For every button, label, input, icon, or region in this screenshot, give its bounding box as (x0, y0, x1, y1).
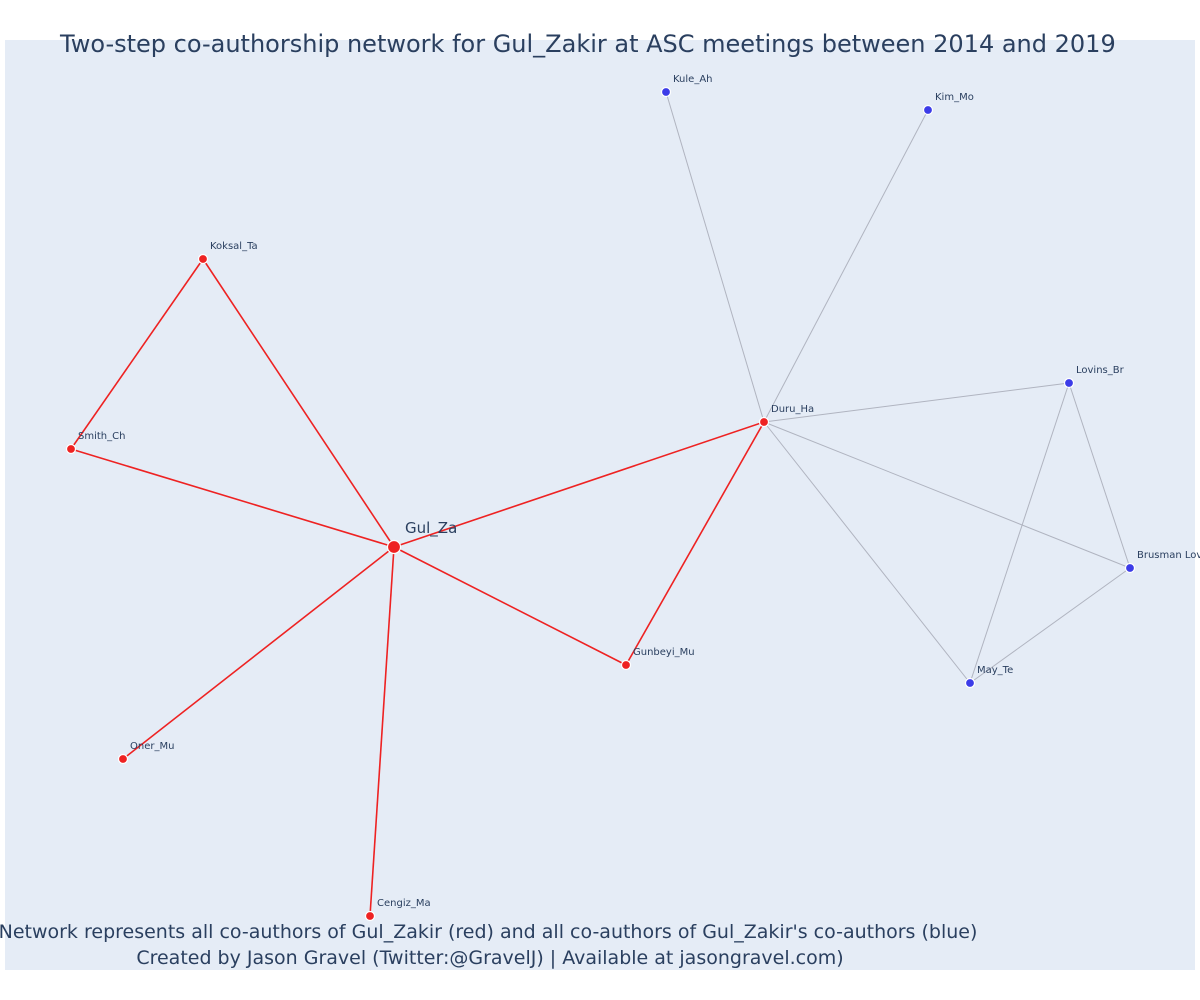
plot-background (5, 40, 1195, 970)
node-may-te[interactable] (964, 677, 976, 689)
edge-duru-ha-may-te (763, 421, 971, 684)
edge-gul-za-koksal-ta (202, 258, 395, 548)
edge-duru-ha-kule-ah (665, 91, 765, 423)
node-koksal-ta[interactable] (197, 253, 209, 265)
node-label-gunbeyi-mu: Gunbeyi_Mu (633, 647, 695, 658)
chart-title: Two-step co-authorship network for Gul_Z… (59, 30, 1116, 58)
node-label-may-te: May_Te (977, 665, 1013, 676)
node-brusman-lov[interactable] (1124, 562, 1136, 574)
node-label-brusman-lov: Brusman Lov (1137, 550, 1200, 561)
edge-gul-za-smith-ch (70, 448, 395, 548)
node-kim-mo[interactable] (922, 104, 934, 116)
node-kule-ah[interactable] (660, 86, 672, 98)
edge-gul-za-oner-mu (122, 546, 395, 760)
edge-gul-za-duru-ha (393, 421, 765, 548)
node-oner-mu[interactable] (117, 753, 129, 765)
node-gul-za[interactable] (386, 539, 402, 555)
node-duru-ha[interactable] (758, 416, 770, 428)
edge-brusman-lov-may-te (969, 567, 1131, 684)
node-lovins-br[interactable] (1063, 377, 1075, 389)
edge-gul-za-cengiz-ma (369, 546, 395, 917)
edges-layer (70, 91, 1131, 917)
edge-duru-ha-kim-mo (763, 109, 929, 423)
edge-koksal-ta-smith-ch (70, 258, 204, 450)
edge-duru-ha-lovins-br (763, 382, 1070, 423)
edge-duru-ha-brusman-lov (763, 421, 1131, 569)
node-label-koksal-ta: Koksal_Ta (210, 241, 258, 252)
node-label-kule-ah: Kule_Ah (673, 74, 713, 85)
caption-line-1: Network represents all co-authors of Gul… (0, 921, 977, 943)
node-label-duru-ha: Duru_Ha (771, 404, 814, 415)
node-label-lovins-br: Lovins_Br (1076, 365, 1125, 376)
node-label-oner-mu: Oner_Mu (130, 741, 174, 752)
node-smith-ch[interactable] (65, 443, 77, 455)
node-gunbeyi-mu[interactable] (620, 659, 632, 671)
nodes-layer (65, 86, 1136, 922)
node-label-kim-mo: Kim_Mo (935, 92, 974, 103)
node-label-cengiz-ma: Cengiz_Ma (377, 898, 431, 909)
edge-duru-ha-gunbeyi-mu (625, 421, 765, 666)
edge-lovins-br-may-te (969, 382, 1070, 684)
edge-lovins-br-brusman-lov (1068, 382, 1131, 569)
edge-gul-za-gunbeyi-mu (393, 546, 627, 666)
labels-layer: Gul_Za Koksal_Ta Smith_Ch Oner_Mu Cengiz_Ma G… (78, 74, 1200, 909)
node-label-smith-ch: Smith_Ch (78, 431, 125, 442)
node-label-gul-za: Gul_Za (405, 519, 457, 538)
caption-line-2: Created by Jason Gravel (Twitter:@Gravel… (136, 947, 843, 969)
node-cengiz-ma[interactable] (364, 910, 376, 922)
